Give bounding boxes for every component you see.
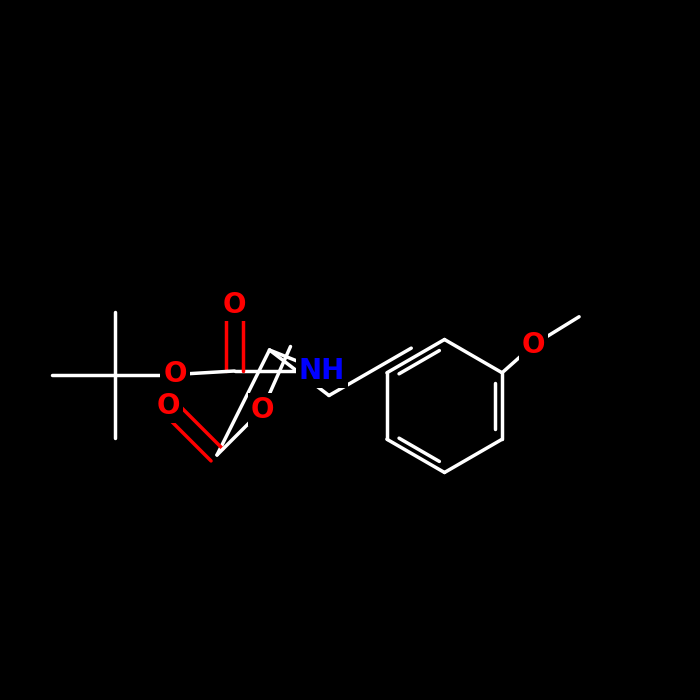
Text: O: O	[522, 331, 545, 359]
Text: O: O	[163, 360, 187, 388]
Text: NH: NH	[299, 357, 345, 385]
Text: O: O	[223, 290, 246, 318]
Text: O: O	[156, 392, 180, 420]
Text: O: O	[251, 395, 274, 423]
